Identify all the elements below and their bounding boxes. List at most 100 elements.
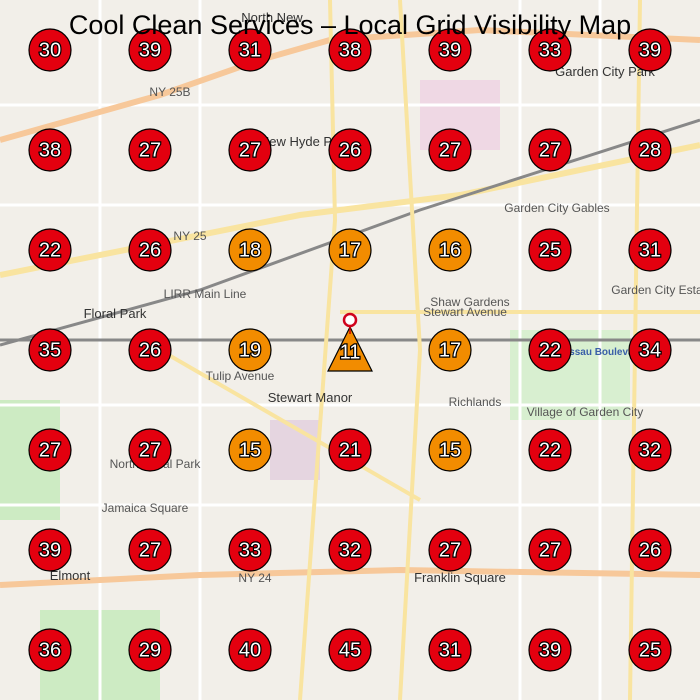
- place-label: Shaw Gardens: [430, 295, 509, 309]
- rank-label: 18: [239, 239, 261, 261]
- rank-marker: [428, 128, 472, 172]
- rank-label: 38: [39, 139, 61, 161]
- rank-label: 27: [39, 439, 61, 461]
- rank-marker: [128, 628, 172, 672]
- place-label: Floral Park: [84, 306, 147, 321]
- rank-marker: [528, 328, 572, 372]
- rank-label: 32: [339, 539, 361, 561]
- rank-label: 39: [639, 39, 661, 61]
- grid-markers: 30 39 31 38 39 33 39 38 27 27 26 27 27 28 22 26 18 17 16 25…: [28, 28, 672, 672]
- rank-label: 45: [339, 639, 361, 661]
- rank-label: 17: [339, 239, 361, 261]
- rank-marker: [228, 28, 272, 72]
- rank-label: 26: [139, 339, 161, 361]
- rank-marker: [628, 28, 672, 72]
- place-label: Garden City Park: [555, 64, 655, 79]
- rank-label: 31: [439, 639, 461, 661]
- rank-marker: [628, 628, 672, 672]
- place-label: North New: [241, 10, 303, 25]
- rank-marker: [28, 528, 72, 572]
- rank-label: 26: [139, 239, 161, 261]
- rank-marker: [428, 328, 472, 372]
- rank-label: 39: [539, 639, 561, 661]
- rank-label: 16: [439, 239, 461, 261]
- rank-marker: [328, 128, 372, 172]
- location-pin: [342, 312, 358, 328]
- rank-marker: [128, 128, 172, 172]
- rank-label: 33: [239, 539, 261, 561]
- rank-marker: [228, 328, 272, 372]
- rank-label: 38: [339, 39, 361, 61]
- rank-label: 28: [639, 139, 661, 161]
- center-marker: [327, 325, 373, 372]
- rank-label: 27: [539, 539, 561, 561]
- rank-label: 34: [639, 339, 661, 361]
- rank-label: 22: [539, 439, 561, 461]
- rank-label: 22: [539, 339, 561, 361]
- road-label: Tulip Avenue: [206, 369, 275, 383]
- rank-label: 26: [339, 139, 361, 161]
- rank-label: 27: [239, 139, 261, 161]
- rank-marker: [228, 428, 272, 472]
- rank-marker: [228, 628, 272, 672]
- rank-label: 32: [639, 439, 661, 461]
- rank-marker: [128, 428, 172, 472]
- rank-label: 15: [239, 439, 261, 461]
- rank-marker: [228, 228, 272, 272]
- rail-label: LIRR Main Line: [164, 287, 247, 301]
- rank-marker: [428, 428, 472, 472]
- rank-marker: [28, 28, 72, 72]
- rank-marker: [128, 28, 172, 72]
- rank-marker: [328, 528, 372, 572]
- rank-marker: [28, 628, 72, 672]
- map-title: Cool Clean Services – Local Grid Visibil…: [69, 10, 631, 40]
- rank-label: 27: [439, 139, 461, 161]
- place-label: Stewart Manor: [268, 390, 353, 405]
- place-label: Garden City Estates: [611, 283, 700, 297]
- rank-marker: [528, 228, 572, 272]
- rank-marker: [28, 328, 72, 372]
- rank-label: 31: [239, 39, 261, 61]
- rank-label: 22: [39, 239, 61, 261]
- place-label: Elmont: [50, 568, 91, 583]
- road-label: NY 25: [173, 229, 206, 243]
- rank-label: 31: [639, 239, 661, 261]
- rank-marker: [328, 428, 372, 472]
- rank-label: 35: [39, 339, 61, 361]
- rank-label: 17: [439, 339, 461, 361]
- rank-label: 19: [239, 339, 261, 361]
- rank-marker: [628, 228, 672, 272]
- rank-label: 29: [139, 639, 161, 661]
- station-label: Nassau Boulevard: [556, 347, 643, 358]
- rank-label: 39: [139, 39, 161, 61]
- rank-label: 26: [639, 539, 661, 561]
- rank-marker: [528, 28, 572, 72]
- rank-label: 33: [539, 39, 561, 61]
- rank-label: 39: [439, 39, 461, 61]
- road-label: NY 25B: [149, 85, 190, 99]
- rank-marker: [428, 528, 472, 572]
- rank-marker: [28, 128, 72, 172]
- place-label: Franklin Square: [414, 570, 506, 585]
- road-label: Stewart Avenue: [423, 305, 507, 319]
- rank-marker: [128, 528, 172, 572]
- rank-marker: [428, 28, 472, 72]
- rank-marker: [628, 428, 672, 472]
- rank-marker: [528, 428, 572, 472]
- rank-label: 25: [639, 639, 661, 661]
- rank-marker: [328, 628, 372, 672]
- rank-marker: [528, 528, 572, 572]
- place-label: New Hyde Park: [260, 134, 351, 149]
- rank-label: 11: [340, 341, 361, 363]
- rank-marker: [228, 128, 272, 172]
- rank-marker: [628, 528, 672, 572]
- rank-label: 40: [239, 639, 261, 661]
- rank-label: 21: [339, 439, 361, 461]
- rank-marker: [228, 528, 272, 572]
- rank-marker: [328, 28, 372, 72]
- rank-marker: [428, 228, 472, 272]
- rank-label: 39: [39, 539, 61, 561]
- rank-marker: [28, 428, 72, 472]
- rank-marker: [128, 228, 172, 272]
